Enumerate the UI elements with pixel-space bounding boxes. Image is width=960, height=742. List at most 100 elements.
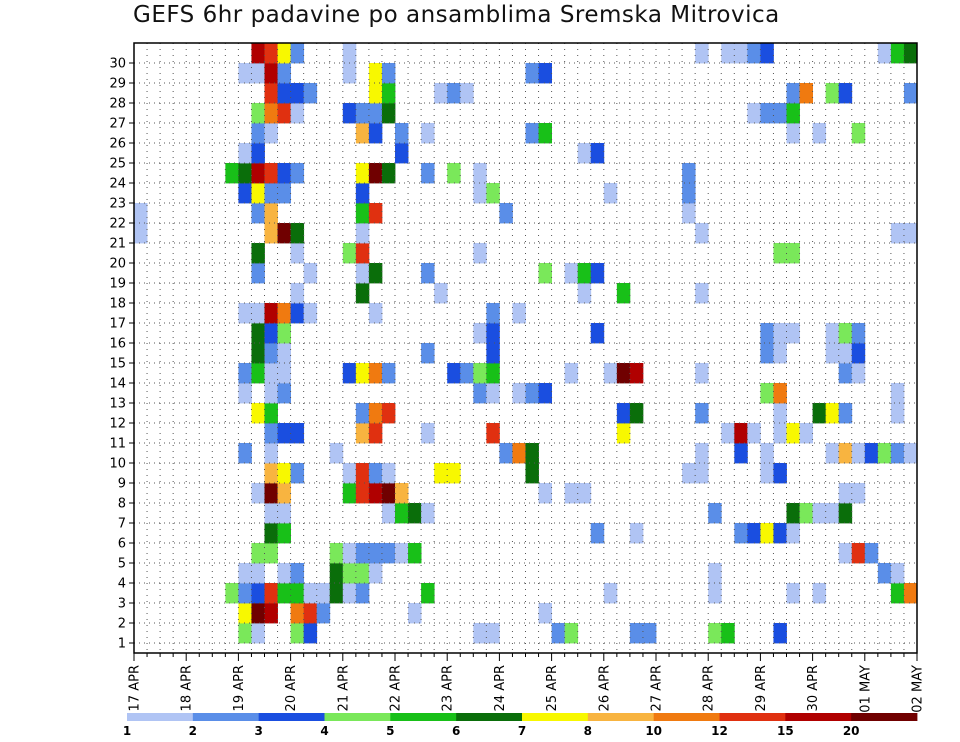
heatmap-cell [355,163,370,184]
y-tick-label: 26 [109,137,126,152]
heatmap-cell [251,363,265,384]
heatmap-cell [251,243,265,264]
heatmap-cell [577,483,592,504]
heatmap-cell [264,363,278,384]
heatmap-cell [355,583,370,604]
x-tick-label: 25 APR [545,665,560,711]
heatmap-cell [264,303,278,324]
heatmap-cell [760,463,774,484]
heatmap-cell [381,503,396,524]
heatmap-cell [329,543,344,564]
colorbar-swatch [456,713,523,721]
y-tick-label: 25 [109,157,126,172]
heatmap-cell [238,163,252,184]
heatmap-cell [512,443,526,464]
heatmap-cell [773,343,787,364]
heatmap-cell [381,363,396,384]
heatmap-cell [264,163,278,184]
colorbar-swatch [127,713,194,721]
heatmap-cell [368,463,383,484]
colorbar-label: 3 [254,724,262,738]
heatmap-cell [342,543,357,564]
heatmap-cell [277,483,291,504]
y-tick-label: 1 [118,637,126,652]
heatmap-cell [251,343,265,364]
colorbar-label: 20 [843,724,860,738]
y-tick-label: 3 [118,597,126,612]
heatmap-cell [277,503,291,524]
heatmap-cell [590,523,605,544]
heatmap-cell [734,43,748,64]
heatmap-cell [434,463,448,484]
heatmap-cell [368,363,383,384]
heatmap-cell [277,43,291,64]
y-tick-label: 18 [109,297,126,312]
colorbar-label: 10 [645,724,662,738]
x-tick-label: 21 APR [336,665,351,711]
heatmap-cell [251,623,265,644]
heatmap-cell [890,563,905,584]
heatmap-cell [251,483,265,504]
heatmap-cell [486,423,500,444]
heatmap-cell [355,403,370,424]
heatmap-cell [342,103,357,124]
heatmap-cell [890,383,905,404]
heatmap-cell [264,403,278,424]
heatmap-cell [486,303,500,324]
heatmap-cell [590,323,605,344]
heatmap-cell [473,183,487,204]
heatmap-cell [838,343,853,364]
heatmap-cell [368,563,383,584]
heatmap-cell [708,623,722,644]
x-tick-label: 28 APR [702,665,717,711]
heatmap-cell [277,303,291,324]
y-tick-label: 24 [109,177,126,192]
heatmap-cell [538,483,552,504]
heatmap-cell [525,443,539,464]
heatmap-cell [238,363,252,384]
x-tick-label: 20 APR [284,665,299,711]
heatmap-cell [264,483,278,504]
heatmap-cell [264,383,278,404]
heatmap-cell [447,163,461,184]
heatmap-cell [251,403,265,424]
heatmap-cell [603,583,618,604]
heatmap-cell [734,523,748,544]
heatmap-cell [264,123,278,144]
heatmap-cell [851,123,866,144]
heatmap-cell [238,303,252,324]
heatmap-cell [277,323,291,344]
heatmap-cell [381,103,396,124]
x-tick-label: 22 APR [389,665,404,711]
x-tick-label: 26 APR [597,665,612,711]
colorbar-swatch [522,713,589,721]
y-tick-label: 23 [109,197,126,212]
heatmap-cell [695,223,709,244]
heatmap-cell [368,103,383,124]
heatmap-cell [538,383,552,404]
heatmap-cell [838,483,853,504]
heatmap-cell [251,183,265,204]
heatmap-cell [421,423,435,444]
heatmap-cell [538,123,552,144]
y-tick-label: 9 [118,477,126,492]
heatmap-cell [238,443,252,464]
heatmap-cell [786,323,800,344]
colorbar-swatch [785,713,852,721]
y-tick-label: 20 [109,257,126,272]
heatmap-cell [251,63,265,84]
heatmap-cell [421,123,435,144]
heatmap-cell [264,183,278,204]
heatmap-cell [264,523,278,544]
heatmap-cell [238,63,252,84]
heatmap-cell [473,243,487,264]
heatmap-cell [342,563,357,584]
heatmap-cell [381,463,396,484]
heatmap-cell [682,163,696,184]
heatmap-cell [355,283,370,304]
heatmap-cell [877,43,892,64]
colorbar-swatch [192,713,260,721]
heatmap-cell [342,243,357,264]
colorbar-label: 6 [452,724,460,738]
heatmap-cell [786,103,800,124]
